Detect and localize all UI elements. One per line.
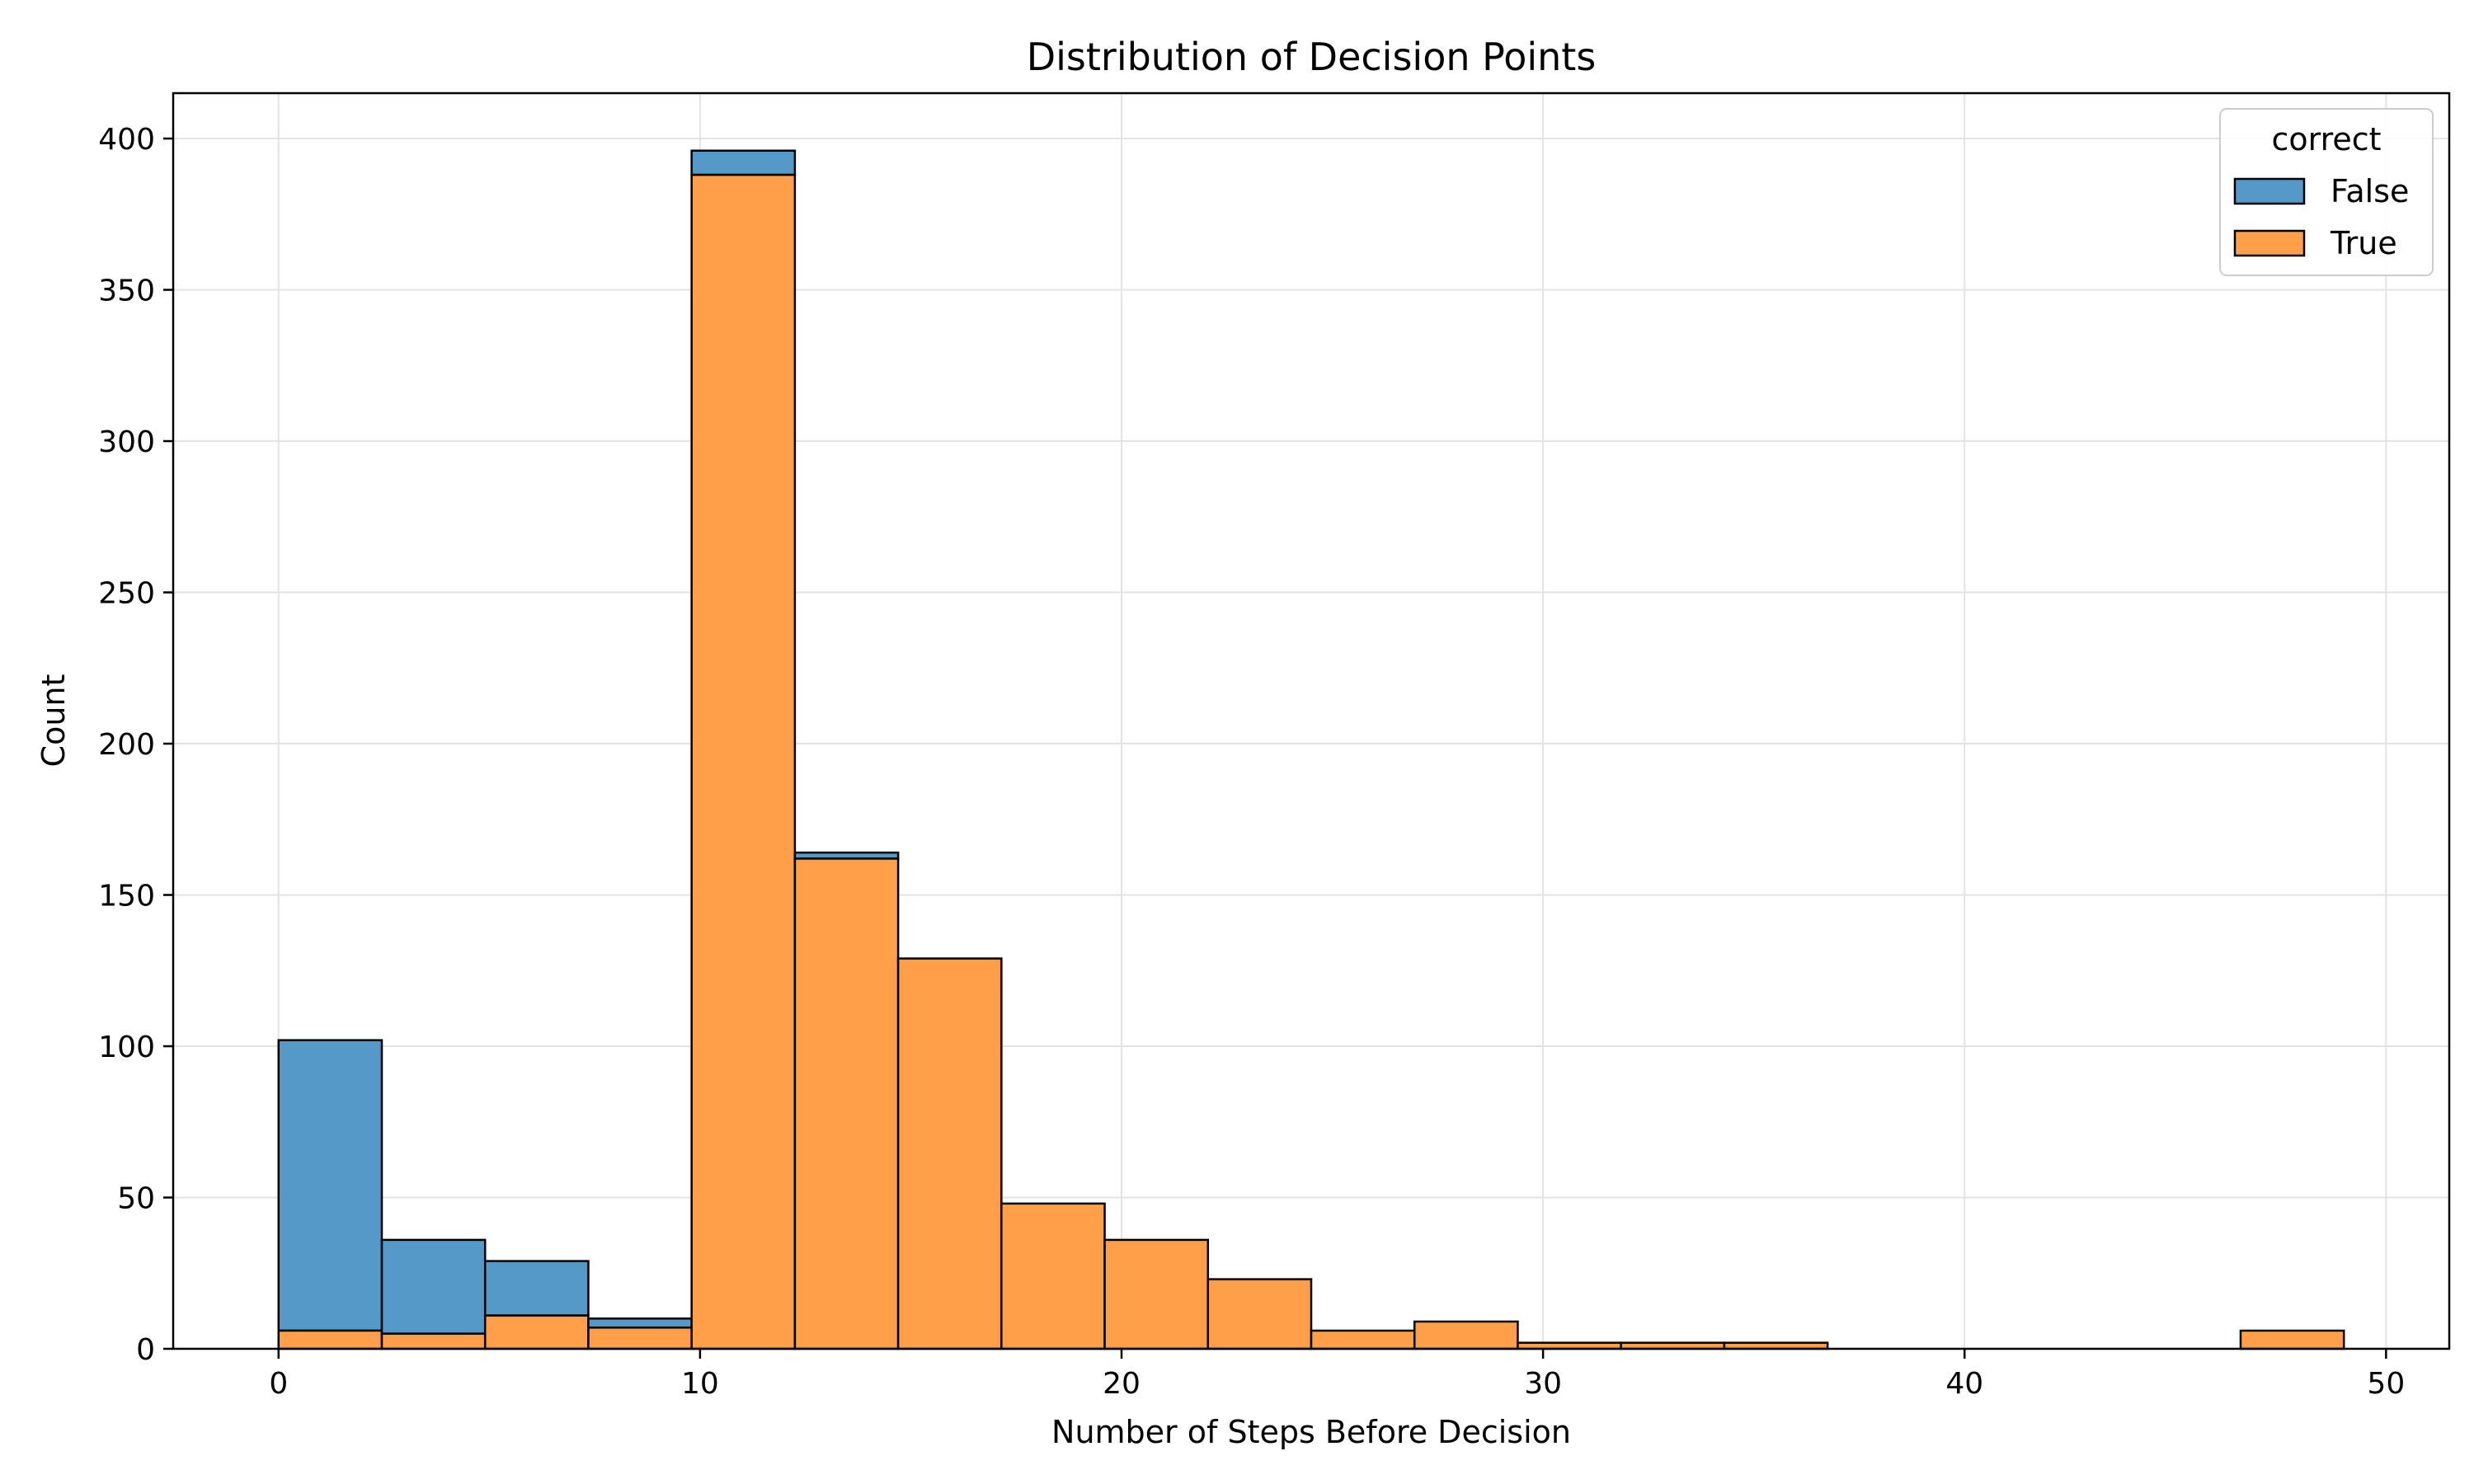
legend-swatch-true: [2233, 229, 2306, 257]
bar-false-bin-0: [277, 1039, 383, 1332]
legend-label-true: True: [2330, 225, 2397, 261]
bar-true-bin-11: [1413, 1320, 1519, 1350]
y-tick-label-7: 350: [98, 275, 155, 308]
bar-true-bin-19: [2239, 1329, 2345, 1350]
bar-true-bin-7: [1000, 1202, 1106, 1350]
grid-lines: [173, 93, 2449, 1350]
chart-title: Distribution of Decision Points: [1027, 35, 1597, 79]
bar-false-bin-1: [380, 1238, 487, 1335]
x-tick-label-5: 50: [2367, 1367, 2405, 1401]
plot-frame: [172, 92, 2451, 1350]
bar-true-bin-1: [380, 1332, 487, 1350]
y-axis-ticks: 0 50 100 150 200 250 300 350 400: [98, 123, 173, 1367]
bar-true-bin-6: [896, 957, 1003, 1350]
y-tick-label-0: 0: [136, 1333, 155, 1367]
bar-false-bin-3: [587, 1317, 693, 1329]
y-axis-label: Count: [35, 674, 72, 768]
bar-true-bin-2: [483, 1314, 590, 1350]
x-tick-label-4: 40: [1945, 1367, 1983, 1401]
y-tick-label-4: 200: [98, 728, 155, 762]
bar-true-bin-5: [793, 857, 900, 1350]
bar-true-bin-4: [690, 173, 797, 1350]
y-tick-label-8: 400: [98, 123, 155, 157]
bar-true-bin-10: [1310, 1329, 1416, 1350]
x-axis-label: Number of Steps Before Decision: [1051, 1414, 1571, 1450]
y-tick-label-3: 150: [98, 880, 155, 913]
x-axis-ticks: 0 10 20 30 40 50: [269, 1349, 2405, 1401]
x-tick-label-1: 10: [681, 1367, 719, 1401]
y-tick-label-6: 300: [98, 425, 155, 459]
bar-false-bin-4: [690, 149, 797, 176]
legend: correct False True: [2219, 108, 2434, 276]
bar-true-bin-9: [1206, 1278, 1313, 1350]
legend-swatch-false: [2233, 177, 2306, 205]
legend-title: correct: [2271, 121, 2381, 157]
bar-false-bin-2: [483, 1260, 590, 1317]
x-tick-label-0: 0: [269, 1367, 288, 1401]
bar-true-bin-3: [587, 1327, 693, 1350]
y-tick-label-5: 250: [98, 577, 155, 611]
x-tick-label-2: 20: [1103, 1367, 1141, 1401]
x-tick-label-3: 30: [1524, 1367, 1562, 1401]
bars: [277, 149, 2345, 1350]
bar-true-bin-0: [277, 1329, 383, 1350]
legend-label-false: False: [2331, 173, 2409, 209]
bar-true-bin-8: [1103, 1238, 1210, 1350]
y-tick-label-1: 50: [117, 1182, 155, 1216]
y-tick-label-2: 100: [98, 1031, 155, 1064]
